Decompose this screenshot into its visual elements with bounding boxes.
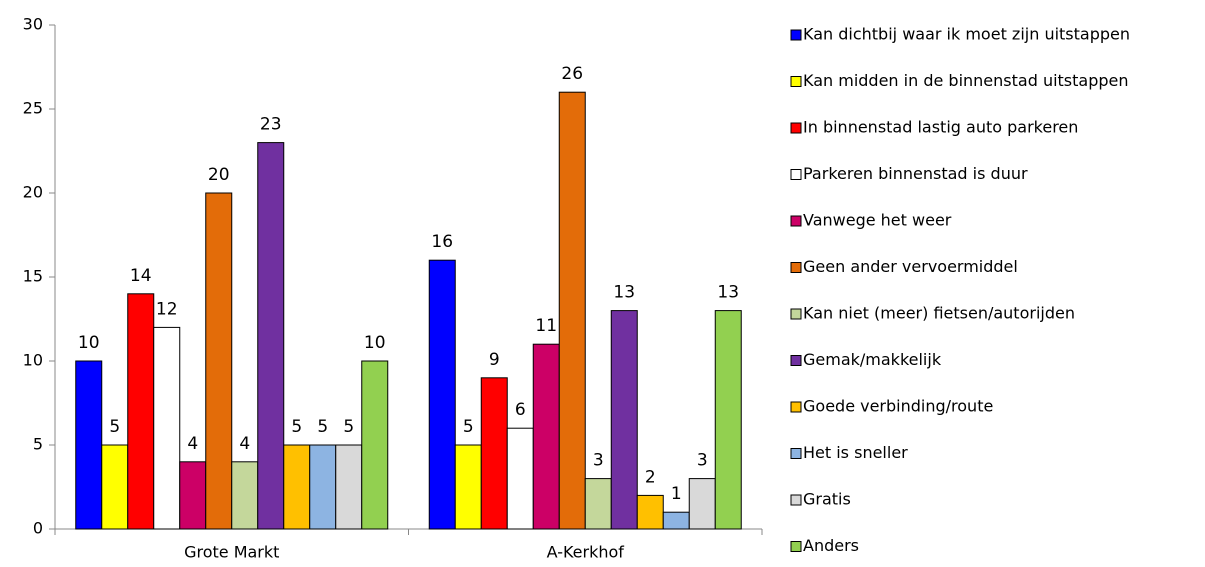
- bar: [127, 293, 155, 530]
- data-label: 6: [515, 400, 526, 420]
- y-tick-label: 30: [23, 15, 43, 34]
- legend-swatch: [790, 29, 802, 41]
- bar: [610, 310, 638, 530]
- bar: [428, 259, 456, 530]
- legend-label: Parkeren binnenstad is duur: [803, 164, 1028, 183]
- legend-swatch: [790, 122, 802, 134]
- legend-label: Het is sneller: [803, 443, 908, 462]
- bar: [179, 461, 207, 530]
- legend-swatch: [790, 355, 802, 366]
- bar: [361, 360, 389, 530]
- data-label: 14: [130, 266, 152, 286]
- bar: [309, 444, 337, 530]
- legend-label: Vanwege het weer: [803, 211, 952, 230]
- bar: [101, 444, 129, 530]
- bar: [257, 142, 285, 530]
- bar: [584, 478, 612, 530]
- bar: [506, 427, 534, 530]
- x-tick-label: Grote Markt: [184, 543, 279, 562]
- data-label: 5: [343, 417, 354, 437]
- bar: [75, 360, 103, 530]
- y-tick-label: 0: [33, 519, 43, 538]
- data-label: 9: [489, 350, 500, 370]
- legend-label: In binnenstad lastig auto parkeren: [803, 118, 1078, 137]
- legend-swatch: [790, 215, 802, 227]
- data-label: 11: [535, 316, 557, 336]
- y-tick-label: 15: [23, 267, 43, 286]
- y-tick-label: 5: [33, 435, 43, 454]
- bar: [205, 192, 233, 530]
- data-label: 13: [717, 283, 739, 303]
- data-label: 26: [561, 64, 583, 84]
- bar: [688, 478, 716, 530]
- bar: [662, 511, 690, 530]
- y-tick-label: 20: [23, 183, 43, 202]
- data-label: 16: [431, 232, 453, 252]
- data-label: 2: [645, 467, 656, 487]
- data-label: 5: [317, 417, 328, 437]
- bar: [153, 326, 181, 530]
- legend-label: Geen ander vervoermiddel: [803, 257, 1018, 276]
- legend-swatch: [790, 541, 802, 552]
- bar: [454, 444, 482, 530]
- bar: [558, 91, 586, 530]
- bar: [335, 444, 363, 530]
- data-label: 10: [78, 333, 100, 353]
- data-label: 13: [613, 283, 635, 303]
- data-label: 1: [671, 484, 682, 504]
- y-tick-label: 25: [23, 99, 43, 118]
- x-tick-label: A-Kerkhof: [547, 543, 625, 562]
- legend-swatch: [790, 401, 802, 413]
- data-label: 5: [291, 417, 302, 437]
- data-label: 23: [260, 115, 282, 135]
- bar: [532, 343, 560, 530]
- data-label: 3: [697, 451, 708, 471]
- legend-label: Kan niet (meer) fietsen/autorijden: [803, 304, 1075, 323]
- data-label: 4: [239, 434, 250, 454]
- y-tick-label: 10: [23, 351, 43, 370]
- data-label: 5: [463, 417, 474, 437]
- data-label: 12: [156, 299, 178, 319]
- legend-swatch: [790, 262, 802, 273]
- data-label: 20: [208, 165, 230, 185]
- data-label: 10: [364, 333, 386, 353]
- legend-label: Goede verbinding/route: [803, 397, 993, 416]
- bar: [714, 310, 742, 530]
- data-label: 3: [593, 451, 604, 471]
- legend-swatch: [790, 76, 802, 87]
- bar: [480, 377, 508, 530]
- legend-swatch: [790, 494, 802, 506]
- bar: [636, 494, 664, 530]
- legend-label: Kan midden in de binnenstad uitstappen: [803, 71, 1129, 90]
- legend-label: Kan dichtbij waar ik moet zijn uitstappe…: [803, 25, 1130, 44]
- bar: [231, 461, 259, 530]
- legend-label: Anders: [803, 536, 859, 555]
- legend-swatch: [790, 448, 802, 459]
- legend-swatch: [790, 169, 802, 180]
- bar: [283, 444, 311, 530]
- legend-label: Gratis: [803, 490, 851, 509]
- data-label: 5: [109, 417, 120, 437]
- legend-label: Gemak/makkelijk: [803, 350, 942, 369]
- data-label: 4: [187, 434, 198, 454]
- legend-swatch: [790, 308, 802, 320]
